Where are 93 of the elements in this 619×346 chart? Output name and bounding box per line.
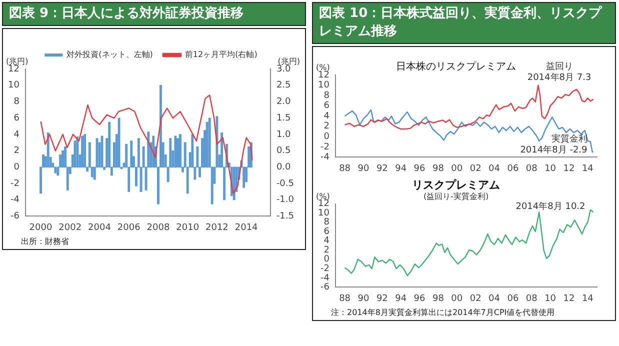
x-tick-label: 00 [451, 294, 463, 304]
y2-tick-label: 1.0 [276, 130, 292, 140]
y-tick-label: 6 [324, 101, 330, 112]
x-tick-label: 04 [488, 164, 500, 174]
text: 出所：財務省 [21, 236, 70, 247]
x-tick-label: 14 [582, 294, 594, 304]
y-axis-title: (%) [316, 192, 330, 201]
y-tick-label: 6 [14, 113, 20, 124]
y-tick-label: 8 [324, 218, 330, 228]
x-tick-label: 00 [451, 164, 463, 174]
y2-tick-label: -0.5 [276, 178, 294, 189]
y-tick-label: -2 [320, 142, 330, 152]
x-tick-label: 98 [432, 294, 444, 304]
y-tick-label: 12 [8, 64, 20, 74]
annotation: 2014年8月 -2.9 [520, 144, 588, 156]
x-tick-label: 88 [339, 294, 351, 304]
x-tick-label: 2012 [206, 222, 228, 233]
y-tick-label: -4 [320, 273, 330, 284]
y-tick-label: 4 [324, 111, 330, 122]
y-tick-label: 2 [324, 122, 330, 132]
x-tick-label: 90 [358, 294, 370, 304]
y2-tick-label: 0.5 [276, 146, 291, 156]
y-tick-label: -6 [320, 282, 330, 293]
annotation: 2014年8月 7.3 [527, 72, 592, 83]
x-tick-label: 2006 [117, 222, 141, 233]
y-tick-label: 10 [8, 80, 20, 91]
y-tick-label: 12 [318, 199, 330, 210]
x-tick-label: 2002 [58, 222, 82, 233]
legend-label: 前12ヶ月平均(右軸) [184, 50, 258, 60]
x-tick-label: 02 [470, 294, 482, 304]
y-tick-label: -4 [320, 152, 330, 163]
y-tick-label: 2 [14, 146, 20, 156]
y-tick-label: -6 [10, 212, 20, 222]
y-tick-label: 4 [324, 236, 330, 246]
y-tick-label: 0 [324, 132, 330, 142]
chart-title: リスクプレミアム [412, 178, 500, 192]
y2-tick-label: -1.5 [276, 212, 294, 222]
x-tick-label: 94 [395, 164, 407, 174]
x-tick-label: 12 [563, 164, 575, 174]
x-tick-label: 06 [507, 164, 519, 174]
y2-tick-label: 1.5 [276, 113, 291, 124]
x-tick-label: 92 [376, 294, 388, 304]
y-tick-label: 10 [318, 80, 330, 91]
x-tick-label: 92 [376, 164, 388, 174]
x-tick-label: 14 [582, 164, 594, 174]
x-tick-label: 2014 [234, 222, 258, 233]
x-tick-label: 2004 [88, 222, 112, 233]
y-axis-title: (%) [316, 63, 330, 72]
y2-axis-title: (兆円) [278, 57, 300, 66]
chart-subtitle: (益回り-実質金利) [423, 192, 489, 202]
y-tick-label: 6 [324, 226, 330, 237]
y-tick-label: 10 [318, 208, 330, 218]
y-tick-label: 8 [324, 90, 330, 101]
x-tick-label: 94 [395, 294, 407, 304]
y-axis-title: (兆円) [6, 57, 28, 66]
x-tick-label: 08 [526, 294, 538, 304]
y2-tick-label: -1.0 [276, 195, 294, 206]
x-tick-label: 12 [563, 294, 575, 304]
x-tick-label: 2008 [146, 222, 170, 233]
y2-tick-label: 3.0 [276, 64, 292, 74]
x-tick-label: 10 [544, 294, 556, 304]
y-tick-label: -2 [10, 178, 20, 189]
series-label: 益回り [546, 60, 573, 72]
chart-title: 図表 9：日本人による対外証券投資推移 [2, 2, 306, 26]
text: 注：2014年8月実質金利算出には2014年7月CPI値を代替使用 [331, 307, 556, 318]
y2-tick-label: 0.0 [276, 162, 292, 172]
x-tick-label: 04 [488, 294, 500, 304]
y-tick-label: 0 [14, 162, 20, 172]
x-tick-label: 2000 [29, 222, 52, 233]
x-tick-label: 08 [526, 164, 538, 174]
x-tick-label: 10 [544, 164, 556, 174]
chart-title: 図表 10：日本株式益回り、実質金利、リスクプレミアム推移 [312, 2, 616, 44]
series-label: 実質金利 [551, 133, 588, 144]
y-tick-label: 0 [324, 254, 330, 265]
y-tick-label: 12 [318, 70, 330, 80]
x-tick-label: 96 [414, 294, 426, 304]
x-tick-label: 02 [470, 164, 482, 174]
annotation: 2014年8月 10.2 [516, 200, 586, 212]
x-tick-label: 06 [507, 294, 519, 304]
x-tick-label: 88 [339, 164, 351, 174]
y2-tick-label: 2.0 [276, 97, 292, 108]
x-tick-label: 90 [358, 164, 370, 174]
y-tick-label: -2 [320, 264, 330, 274]
y-tick-label: 4 [14, 130, 20, 140]
x-tick-label: 2010 [176, 222, 200, 233]
y-tick-label: 8 [14, 97, 20, 108]
chart-subtitle: 日本株のリスクプレミアム [396, 60, 516, 73]
x-tick-label: 96 [414, 164, 426, 174]
x-tick-label: 98 [432, 164, 444, 174]
y-tick-label: -4 [10, 195, 20, 206]
y2-tick-label: 2.5 [276, 80, 291, 91]
y-tick-label: 2 [324, 245, 330, 256]
legend-label: 対外投資(ネット、左軸) [66, 50, 153, 60]
